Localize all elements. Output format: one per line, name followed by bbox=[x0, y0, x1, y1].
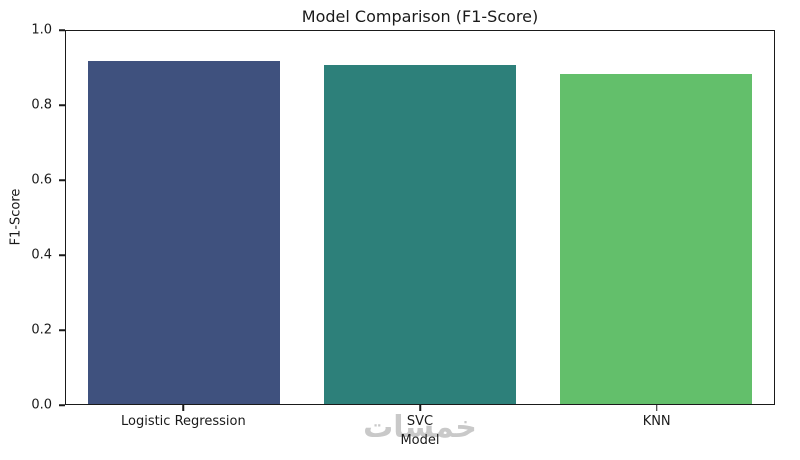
bar-knn bbox=[560, 73, 752, 404]
y-tick-mark bbox=[59, 329, 65, 331]
y-tick-mark bbox=[59, 29, 65, 31]
x-tick-label: Logistic Regression bbox=[65, 405, 302, 431]
x-tick-mark bbox=[182, 405, 185, 411]
y-tick-label: 0.8 bbox=[31, 97, 52, 113]
bar-slot bbox=[66, 31, 302, 404]
x-axis-label: Model bbox=[400, 433, 440, 448]
bar-svc bbox=[324, 64, 516, 404]
chart-title: Model Comparison (F1-Score) bbox=[301, 7, 539, 26]
x-tick-label: KNN bbox=[538, 405, 775, 431]
bar-slot bbox=[302, 31, 538, 404]
y-tick-label: 1.0 bbox=[31, 22, 52, 38]
plot-area bbox=[65, 30, 775, 405]
y-tick-label: 0.0 bbox=[31, 397, 52, 413]
bars-container bbox=[66, 31, 774, 404]
y-tick-label: 0.6 bbox=[31, 172, 52, 188]
bar-logistic-regression bbox=[88, 60, 280, 404]
y-tick-label: 0.2 bbox=[31, 322, 52, 338]
bar-slot bbox=[538, 31, 774, 404]
y-tick-label: 0.4 bbox=[31, 247, 52, 263]
x-tick-mark bbox=[655, 405, 658, 411]
y-tick-mark bbox=[59, 404, 65, 406]
y-tick-mark bbox=[59, 104, 65, 106]
y-tick-mark bbox=[59, 254, 65, 256]
y-tick-mark bbox=[59, 179, 65, 181]
x-tick-label: SVC bbox=[302, 405, 539, 431]
x-tick-mark bbox=[419, 405, 421, 411]
x-tick-labels: Logistic Regression SVC KNN bbox=[65, 405, 775, 431]
y-tick-labels: 0.0 0.2 0.4 0.6 0.8 1.0 bbox=[0, 23, 65, 413]
